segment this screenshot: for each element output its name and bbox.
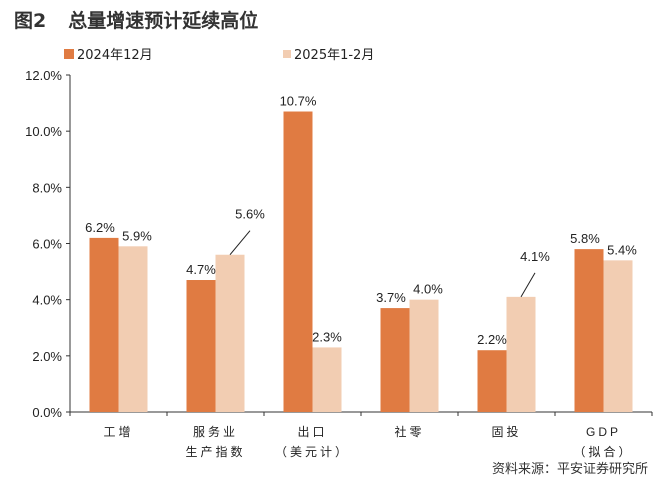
bar-2025-1-2: [409, 299, 439, 412]
legend-item-2024-12: 2024年12月: [64, 44, 153, 63]
figure-number: 图2: [14, 10, 47, 32]
x-category-label: 工增: [103, 425, 133, 439]
bar-2024-12: [283, 111, 313, 412]
data-label: 5.6%: [235, 207, 265, 222]
bar-2024-12: [477, 350, 507, 412]
y-tick-label: 2.0%: [32, 349, 62, 364]
x-category-label: 社零: [394, 424, 424, 439]
data-label: 3.7%: [376, 290, 406, 305]
bar-2025-1-2: [603, 260, 633, 412]
source-note: 资料来源：平安证券研究所: [491, 462, 648, 477]
legend-swatch: [64, 48, 74, 59]
data-label: 5.9%: [122, 228, 152, 243]
data-label: 5.8%: [570, 231, 600, 246]
legend-label: 2024年12月: [77, 48, 153, 63]
y-tick-label: 8.0%: [32, 180, 62, 195]
bar-2025-1-2: [506, 296, 536, 412]
data-label: 6.2%: [85, 220, 115, 235]
x-category-label: 生产指数: [185, 444, 245, 459]
bar-2024-12: [186, 280, 216, 412]
y-tick-label: 12.0%: [25, 68, 62, 83]
leader-line: [229, 230, 251, 256]
x-category-label: （拟合）: [573, 444, 633, 459]
data-label: 4.0%: [413, 282, 443, 297]
data-label: 10.7%: [280, 94, 317, 109]
bar-2025-1-2: [312, 347, 342, 412]
legend-item-2025-1-2: 2025年1-2月: [283, 44, 374, 63]
y-tick-label: 6.0%: [32, 237, 62, 252]
data-label: 2.3%: [312, 329, 342, 344]
y-tick-label: 4.0%: [32, 293, 62, 308]
x-category-label: （美元计）: [275, 445, 350, 459]
y-tick-label: 10.0%: [25, 124, 62, 139]
data-label: 2.2%: [477, 332, 507, 347]
legend-label: 2025年1-2月: [294, 48, 375, 63]
y-tick-label: 0.0%: [32, 405, 62, 420]
bar-2025-1-2: [118, 246, 148, 412]
x-category-label: GDP: [586, 425, 621, 439]
bar-2024-12: [89, 237, 119, 412]
bar-2024-12: [380, 308, 410, 412]
x-category-label: 出口: [297, 425, 327, 439]
legend-swatch: [283, 49, 291, 58]
data-label: 5.4%: [607, 242, 637, 257]
x-category-label: 固投: [491, 424, 521, 439]
leader-line: [520, 272, 536, 298]
chart-title: 图2 总量增速预计延续高位: [14, 6, 258, 33]
title-text: 总量增速预计延续高位: [68, 10, 259, 32]
bar-2024-12: [574, 249, 604, 412]
data-label: 4.7%: [186, 262, 216, 277]
bar-2025-1-2: [215, 254, 245, 412]
data-label: 4.1%: [520, 249, 550, 264]
x-category-label: 服务业: [193, 424, 238, 439]
